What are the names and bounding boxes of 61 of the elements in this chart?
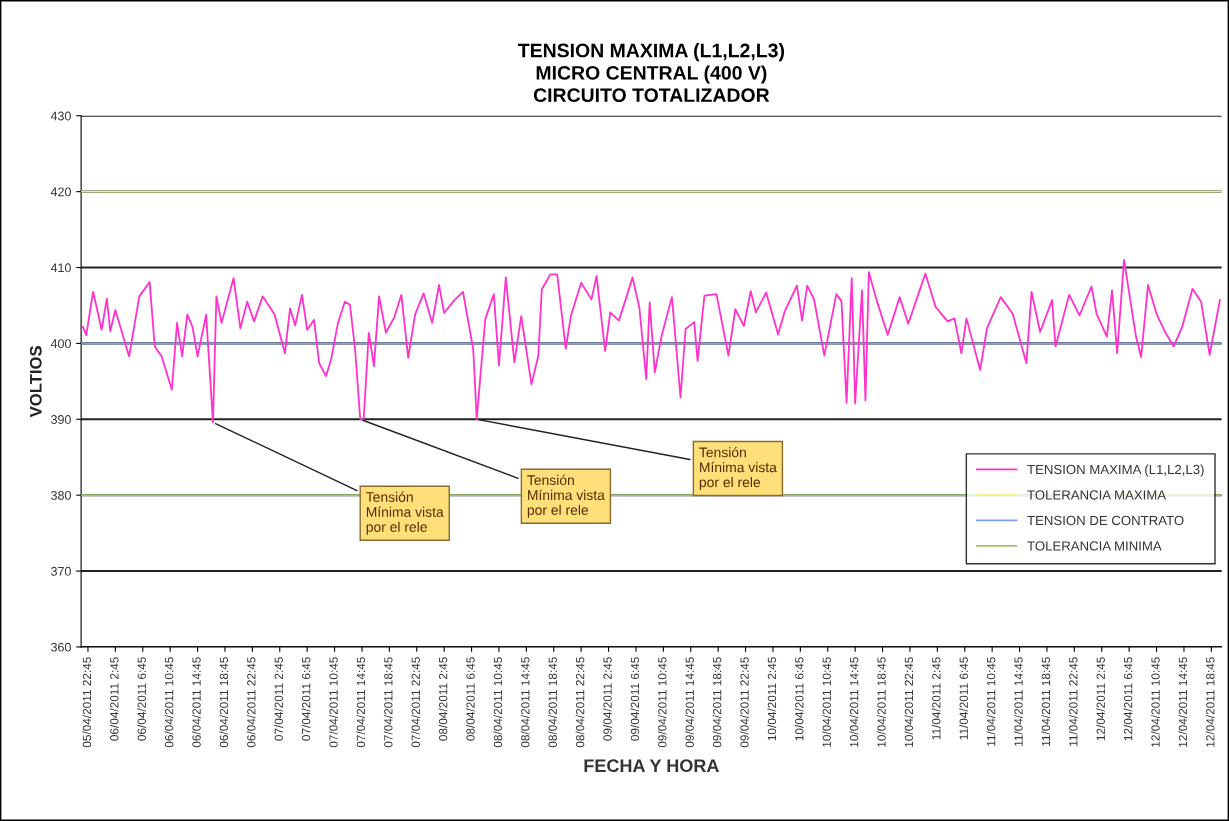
legend-label: TENSION MAXIMA (L1,L2,L3) <box>1027 464 1204 477</box>
y-tick-label: 370 <box>51 566 71 576</box>
x-tick-label: 11/04/2011 10:45 <box>986 657 996 746</box>
y-tick-label: 430 <box>50 111 71 121</box>
x-tick-label: 10/04/2011 18:45 <box>877 657 886 747</box>
x-tick-label: 10/04/2011 6:45 <box>794 657 804 741</box>
x-tick-label: 06/04/2011 22:45 <box>246 657 256 748</box>
x-tick-label: 12/04/2011 2:45 <box>1096 657 1105 741</box>
y-tick-label: 420 <box>50 187 71 197</box>
x-tick-label: 09/04/2011 22:45 <box>740 657 749 748</box>
x-tick-label: 10/04/2011 2:45 <box>767 657 777 741</box>
x-tick-label: 11/04/2011 22:45 <box>1068 657 1078 746</box>
x-tick-label: 07/04/2011 18:45 <box>383 657 393 748</box>
x-axis-title: FECHA Y HORA <box>584 759 719 773</box>
x-tick-label: 10/04/2011 22:45 <box>904 657 914 747</box>
x-tick-label: 12/04/2011 18:45 <box>1205 657 1215 747</box>
x-tick-label: 09/04/2011 14:45 <box>685 657 694 748</box>
legend-label: TOLERANCIA MAXIMA <box>1027 490 1167 500</box>
x-tick-label: 10/04/2011 14:45 <box>849 657 859 747</box>
x-tick-label: 09/04/2011 10:45 <box>657 657 667 748</box>
y-tick-label: 400 <box>50 339 71 349</box>
x-tick-label: 07/04/2011 10:45 <box>329 657 338 748</box>
y-axis-title: VOLTIOS <box>29 346 42 418</box>
x-tick-label: 08/04/2011 18:45 <box>548 657 557 748</box>
y-tick-label: 380 <box>51 490 71 500</box>
x-tick-label: 06/04/2011 10:45 <box>164 657 174 748</box>
x-tick-label: 11/04/2011 14:45 <box>1014 657 1023 746</box>
x-tick-label: 07/04/2011 6:45 <box>301 657 311 741</box>
x-tick-label: 07/04/2011 2:45 <box>274 657 283 741</box>
line-series <box>81 259 1221 424</box>
x-tick-label: 10/04/2011 10:45 <box>822 657 831 747</box>
x-tick-label: 05/04/2011 22:45 <box>82 657 92 748</box>
x-tick-label: 08/04/2011 10:45 <box>493 657 503 748</box>
x-tick-label: 12/04/2011 10:45 <box>1151 657 1160 747</box>
chart-title: TENSION MAXIMA (L1,L2,L3) MICRO CENTRAL (400 V) CIRCUITO TOTALIZADOR <box>518 43 784 103</box>
x-tick-label: 06/04/2011 18:45 <box>219 657 229 748</box>
x-tick-label: 11/04/2011 6:45 <box>959 657 968 740</box>
x-tick-label: 08/04/2011 6:45 <box>466 657 475 741</box>
x-tick-label: 06/04/2011 2:45 <box>109 657 119 741</box>
legend-label: TENSION DE CONTRATO <box>1027 515 1184 526</box>
x-tick-label: 08/04/2011 14:45 <box>520 657 530 748</box>
x-tick-label: 11/04/2011 2:45 <box>931 657 941 740</box>
legend-label: TOLERANCIA MINIMA <box>1027 541 1162 551</box>
x-tick-label: 12/04/2011 14:45 <box>1178 657 1188 747</box>
x-tick-label: 08/04/2011 22:45 <box>575 657 585 748</box>
x-tick-label: 12/04/2011 6:45 <box>1123 657 1133 741</box>
y-tick-label: 410 <box>50 263 71 273</box>
x-tick-label: 09/04/2011 6:45 <box>630 657 640 741</box>
x-tick-label: 11/04/2011 18:45 <box>1041 657 1051 746</box>
x-tick-label: 07/04/2011 14:45 <box>356 657 366 748</box>
annotation: Tensión Mínima vista por el rele <box>527 474 605 518</box>
x-tick-label: 08/04/2011 2:45 <box>438 657 448 741</box>
x-tick-label: 06/04/2011 14:45 <box>192 657 201 748</box>
x-tick-label: 07/04/2011 22:45 <box>411 657 420 748</box>
y-tick-label: 390 <box>51 415 71 424</box>
annotation: Tensión Mínima vista por el rele <box>366 491 444 535</box>
x-tick-label: 09/04/2011 18:45 <box>712 657 722 748</box>
x-tick-label: 09/04/2011 2:45 <box>603 657 612 741</box>
y-tick-label: 360 <box>51 642 71 652</box>
x-tick-label: 06/04/2011 6:45 <box>137 657 146 741</box>
annotation: Tensión Mínima vista por el rele <box>699 446 777 490</box>
